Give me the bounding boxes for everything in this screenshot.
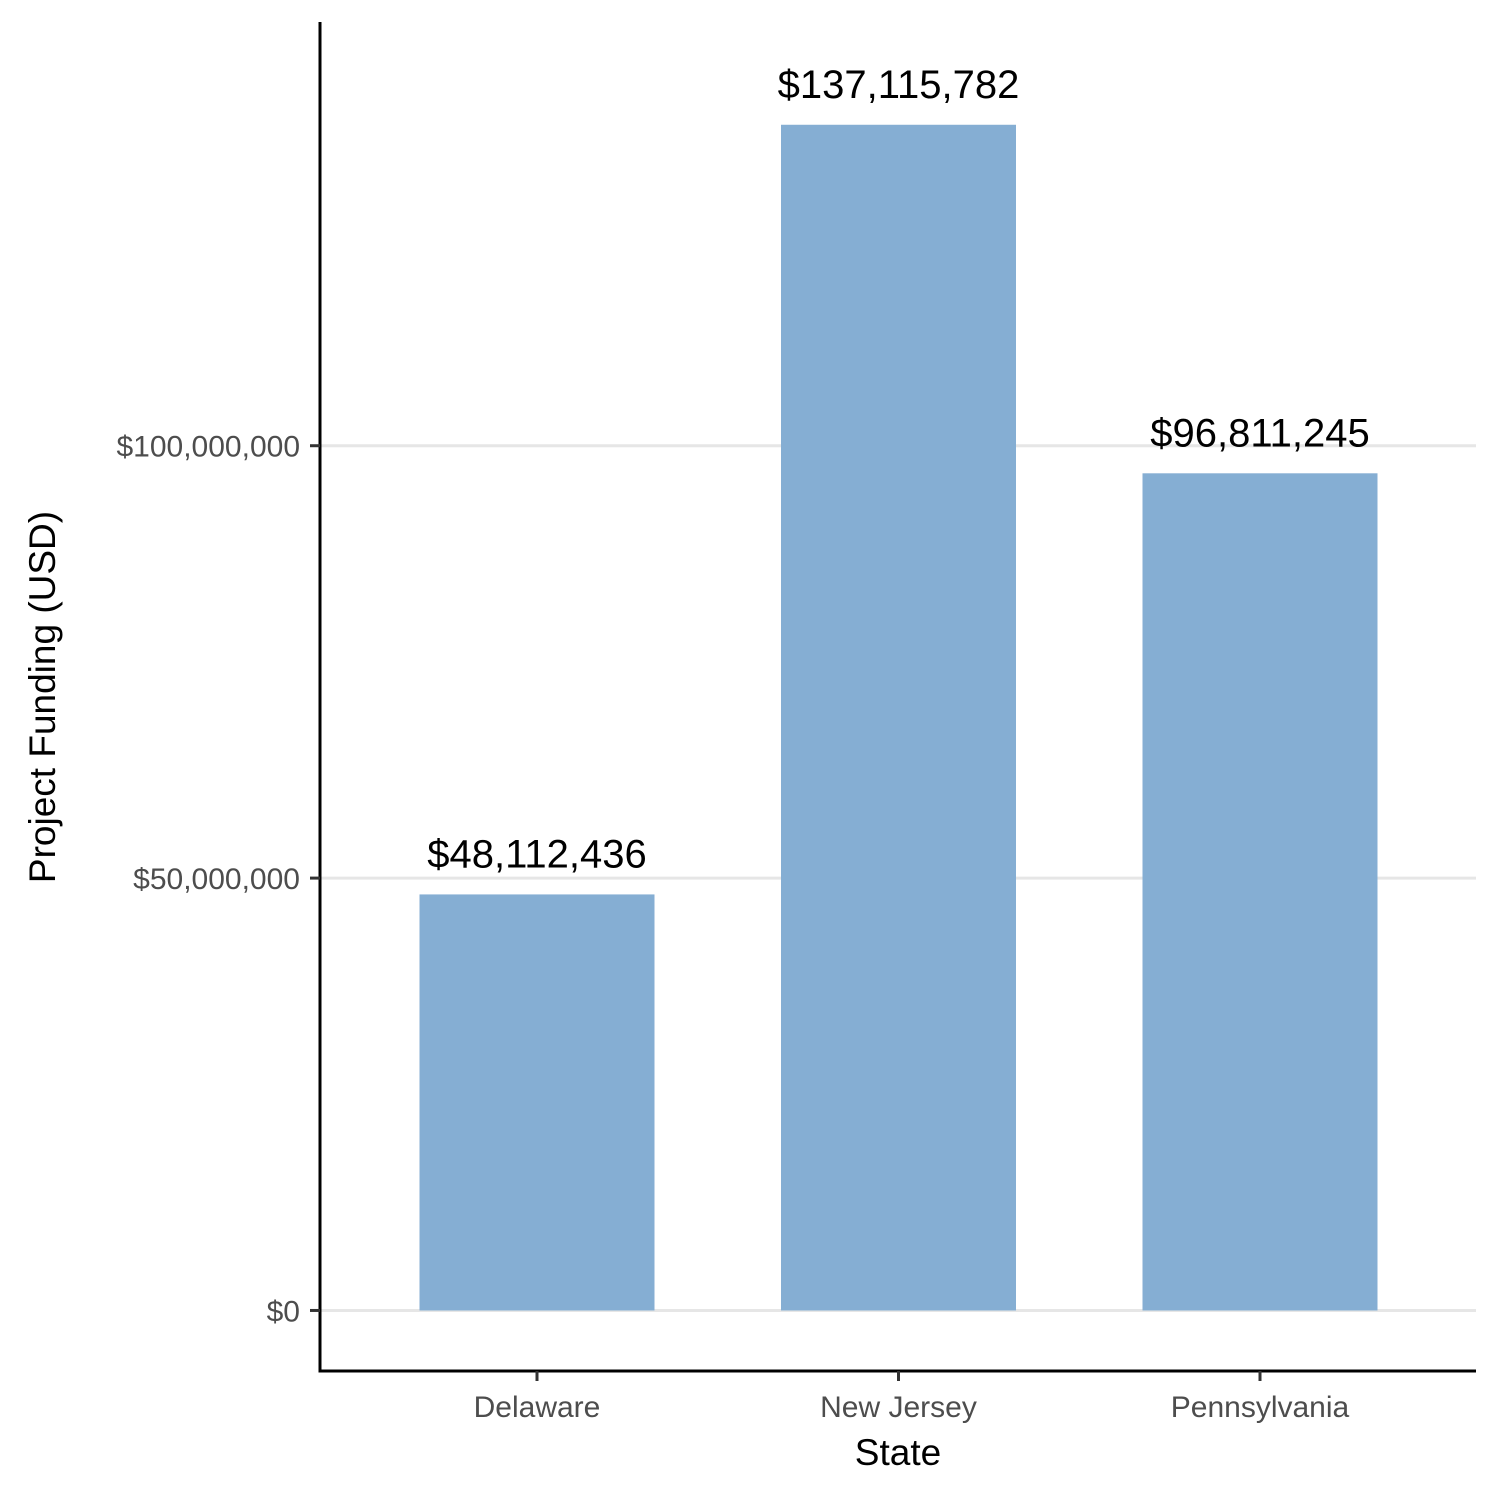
x-tick-label: New Jersey [820,1391,977,1424]
y-tick-label: $100,000,000 [116,431,300,464]
bar-pennsylvania [1142,473,1378,1311]
y-tick-label: $0 [267,1295,300,1328]
bars [419,124,1378,1311]
y-tick-label: $50,000,000 [133,863,300,896]
data-labels: $48,112,436 $137,115,782 $96,811,245 [427,63,1369,877]
bar-delaware [419,894,655,1311]
x-tick-label: Pennsylvania [1171,1391,1350,1424]
bar-new-jersey [781,124,1016,1311]
data-label: $96,811,245 [1150,411,1369,455]
data-label: $137,115,782 [778,63,1020,107]
x-tick-label: Delaware [474,1391,601,1424]
y-axis-ticks: $0 $50,000,000 $100,000,000 [116,431,320,1328]
y-axis-title: Project Funding (USD) [22,511,63,883]
x-axis-ticks: Delaware New Jersey Pennsylvania [474,1371,1350,1424]
x-axis-title: State [855,1432,941,1473]
data-label: $48,112,436 [427,832,646,876]
